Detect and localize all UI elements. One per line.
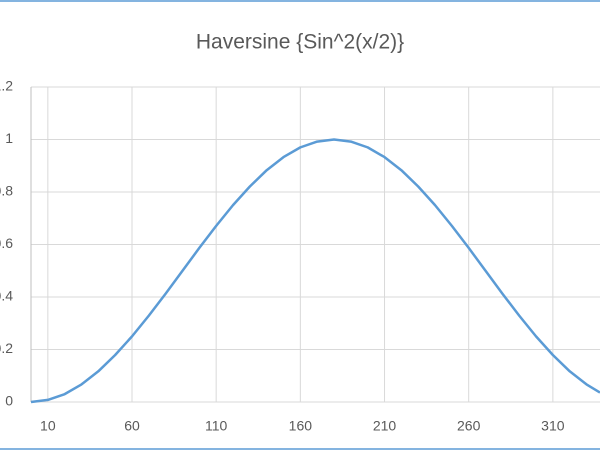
data-line: [30, 138, 600, 404]
plot-area: 0 0.2 0.4 0.6 0.8 1 1.2 10 60 110 160 210 260 310: [0, 78, 600, 434]
y-tick-label: 0.6: [0, 235, 13, 251]
x-tick-label: 110: [205, 418, 228, 434]
x-tick-label: 310: [541, 418, 565, 434]
y-tick-label: 0.4: [0, 288, 13, 304]
y-tick-label: 0.2: [0, 340, 13, 356]
x-tick-label: 160: [289, 418, 313, 434]
x-tick-label: 210: [373, 418, 397, 434]
chart-title: Haversine {Sin^2(x/2)}: [196, 31, 404, 54]
x-tick-label: 10: [40, 418, 56, 434]
x-tick-label: 60: [124, 418, 140, 434]
y-tick-label: 1.2: [0, 78, 13, 94]
x-tick-label: 260: [457, 418, 481, 434]
y-tick-label: 0.8: [0, 183, 13, 199]
y-tick-label: 0: [5, 393, 13, 409]
y-tick-label: 1: [5, 130, 13, 146]
